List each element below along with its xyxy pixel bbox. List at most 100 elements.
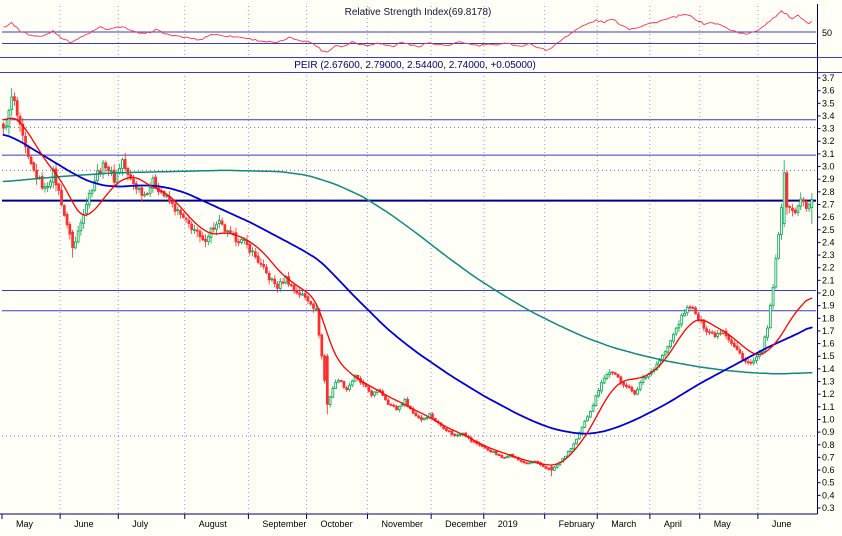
- candle-body: [695, 308, 697, 314]
- candle-body: [47, 186, 49, 187]
- candle-body: [454, 434, 456, 435]
- candle-body: [401, 405, 403, 406]
- candle-body: [371, 391, 373, 395]
- candle-body: [398, 406, 400, 409]
- candle-body: [783, 173, 785, 224]
- candle-body: [678, 324, 680, 328]
- candle-body: [772, 288, 774, 306]
- candle-body: [199, 231, 201, 237]
- candle-body: [310, 302, 312, 305]
- candle-body: [794, 210, 796, 213]
- candle-body: [792, 208, 794, 210]
- price-axis-label: 0.7: [822, 452, 835, 462]
- price-axis-label: 1.9: [822, 301, 835, 311]
- month-label: 2019: [498, 519, 518, 529]
- candle-body: [299, 293, 301, 295]
- candle-body: [542, 465, 544, 467]
- candle-body: [390, 405, 392, 406]
- candle-body: [775, 259, 777, 287]
- candle-body: [97, 171, 99, 181]
- candle-body: [614, 373, 616, 375]
- candle-body: [667, 346, 669, 352]
- price-axis-label: 3.5: [822, 98, 835, 108]
- candle-body: [277, 284, 279, 288]
- candle-body: [260, 263, 262, 264]
- candle-body: [797, 206, 799, 213]
- candle-body: [254, 252, 256, 257]
- chart-background: [0, 0, 842, 536]
- candle-body: [50, 182, 52, 187]
- candle-body: [263, 264, 265, 266]
- candle-body: [116, 172, 118, 182]
- candle-body: [609, 372, 611, 374]
- candle-body: [108, 167, 110, 171]
- candle-body: [138, 189, 140, 190]
- candle-body: [105, 163, 107, 168]
- candle-body: [426, 417, 428, 418]
- month-label: March: [611, 519, 636, 529]
- candle-body: [301, 294, 303, 295]
- candle-body: [736, 346, 738, 349]
- price-axis-label: 1.0: [822, 414, 835, 424]
- price-axis-label: 1.6: [822, 339, 835, 349]
- candle-body: [69, 225, 71, 235]
- candle-body: [290, 285, 292, 286]
- candle-body: [193, 230, 195, 231]
- candle-body: [620, 377, 622, 382]
- candle-body: [551, 467, 553, 470]
- candle-body: [61, 190, 63, 205]
- price-axis-label: 2.4: [822, 237, 835, 247]
- candle-body: [2, 124, 4, 128]
- candle-body: [166, 196, 168, 197]
- candle-body: [180, 210, 182, 214]
- price-axis-label: 3.4: [822, 111, 835, 121]
- candle-body: [445, 428, 447, 430]
- candle-body: [811, 199, 813, 207]
- candle-body: [592, 405, 594, 411]
- candle-body: [196, 230, 198, 231]
- candle-body: [241, 240, 243, 243]
- candle-body: [750, 362, 752, 363]
- candle-body: [731, 340, 733, 344]
- candle-body: [307, 297, 309, 301]
- candle-body: [720, 333, 722, 334]
- candle-body: [80, 223, 82, 231]
- price-axis-label: 3.3: [822, 124, 835, 134]
- candle-body: [66, 214, 68, 224]
- candle-body: [44, 187, 46, 189]
- candle-body: [808, 204, 810, 208]
- candle-body: [249, 244, 251, 252]
- candle-body: [113, 170, 115, 182]
- month-label: September: [262, 519, 306, 529]
- price-axis-label: 2.0: [822, 288, 835, 298]
- price-axis-label: 1.5: [822, 351, 835, 361]
- candle-body: [600, 383, 602, 391]
- price-axis-label: 2.7: [822, 199, 835, 209]
- candle-body: [171, 201, 173, 204]
- price-axis-label: 2.3: [822, 250, 835, 260]
- candle-body: [127, 168, 129, 175]
- candle-body: [556, 465, 558, 467]
- candle-body: [121, 160, 123, 169]
- candle-body: [368, 387, 370, 391]
- candle-body: [670, 341, 672, 347]
- month-label: July: [132, 519, 149, 529]
- candle-body: [528, 463, 530, 464]
- candle-body: [321, 335, 323, 356]
- price-axis-label: 0.4: [822, 490, 835, 500]
- candle-body: [329, 397, 331, 405]
- price-axis-label: 3.1: [822, 149, 835, 159]
- candle-body: [800, 199, 802, 206]
- candle-body: [337, 381, 339, 383]
- candle-body: [191, 224, 193, 230]
- price-axis-label: 1.8: [822, 313, 835, 323]
- candle-body: [786, 173, 788, 207]
- candle-body: [74, 242, 76, 248]
- candle-body: [393, 405, 395, 406]
- price-title: PEIR (2.67600, 2.79000, 2.54400, 2.74000…: [294, 60, 536, 71]
- price-axis-label: 1.1: [822, 402, 835, 412]
- candle-body: [490, 450, 492, 452]
- month-label: May: [714, 519, 732, 529]
- candle-body: [498, 455, 500, 456]
- candle-body: [174, 204, 176, 211]
